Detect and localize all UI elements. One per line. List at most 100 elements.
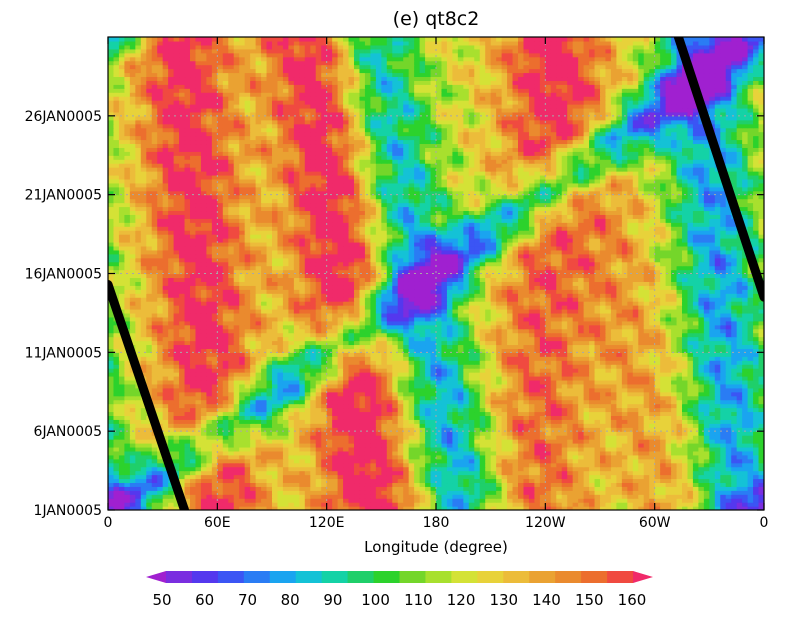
heatmap-cell — [698, 415, 705, 420]
heatmap-cell — [195, 474, 202, 480]
heatmap-cell — [364, 442, 371, 448]
heatmap-cell — [222, 375, 229, 381]
heatmap-cell — [474, 490, 481, 495]
heatmap-cell — [583, 454, 590, 460]
heatmap-cell — [370, 383, 377, 389]
heatmap-cell — [556, 482, 563, 487]
heatmap-cell — [425, 462, 432, 468]
heatmap-cell — [239, 360, 246, 365]
heatmap-cell — [441, 498, 448, 503]
heatmap-cell — [282, 427, 289, 432]
heatmap-cell — [244, 403, 251, 409]
heatmap-cell — [272, 415, 279, 420]
heatmap-cell — [135, 466, 142, 472]
heatmap-cell — [299, 375, 306, 381]
heatmap-cell — [425, 399, 432, 405]
heatmap-cell — [255, 435, 262, 440]
heatmap-cell — [485, 435, 492, 440]
heatmap-cell — [304, 368, 311, 373]
heatmap-cell — [408, 387, 415, 393]
heatmap-cell — [452, 446, 459, 452]
heatmap-cell — [375, 419, 382, 424]
heatmap-cell — [113, 423, 120, 428]
heatmap-cell — [293, 439, 300, 444]
heatmap-cell — [425, 435, 432, 440]
heatmap-cell — [168, 395, 175, 401]
heatmap-cell — [589, 442, 596, 448]
heatmap-cell — [392, 450, 399, 456]
heatmap-cell — [714, 498, 721, 503]
heatmap-cell — [747, 356, 754, 361]
heatmap-cell — [714, 407, 721, 413]
heatmap-cell — [583, 399, 590, 405]
heatmap-cell — [222, 482, 229, 487]
heatmap-cell — [310, 383, 317, 389]
heatmap-cell — [496, 439, 503, 444]
heatmap-cell — [457, 419, 464, 424]
heatmap-cell — [206, 470, 213, 476]
heatmap-cell — [720, 431, 727, 436]
heatmap-cell — [753, 387, 760, 393]
heatmap-cell — [272, 372, 279, 377]
heatmap-cell — [463, 387, 470, 393]
heatmap-cell — [632, 364, 639, 369]
heatmap-cell — [665, 375, 672, 381]
heatmap-cell — [113, 506, 120, 510]
heatmap-cell — [381, 435, 388, 440]
heatmap-cell — [567, 383, 574, 389]
heatmap-cell — [135, 498, 142, 503]
heatmap-cell — [692, 352, 699, 357]
heatmap-cell — [441, 486, 448, 491]
heatmap-cell — [310, 379, 317, 385]
heatmap-cell — [731, 474, 738, 480]
heatmap-cell — [162, 411, 169, 416]
heatmap-cell — [725, 458, 732, 464]
heatmap-cell — [348, 356, 355, 361]
heatmap-cell — [392, 403, 399, 409]
heatmap-cell — [643, 348, 650, 353]
heatmap-cell — [649, 403, 656, 409]
heatmap-cell — [665, 368, 672, 373]
heatmap-cell — [758, 506, 764, 510]
heatmap-cell — [485, 352, 492, 357]
heatmap-cell — [627, 474, 634, 480]
heatmap-cell — [567, 474, 574, 480]
heatmap-cell — [649, 439, 656, 444]
heatmap-cell — [556, 403, 563, 409]
heatmap-cell — [419, 348, 426, 353]
heatmap-cell — [321, 348, 328, 353]
heatmap-cell — [703, 407, 710, 413]
heatmap-cell — [698, 474, 705, 480]
heatmap-cell — [616, 423, 623, 428]
heatmap-cell — [261, 423, 268, 428]
heatmap-cell — [703, 348, 710, 353]
heatmap-cell — [698, 399, 705, 405]
heatmap-cell — [753, 352, 760, 357]
heatmap-cell — [649, 482, 656, 487]
heatmap-cell — [168, 360, 175, 365]
heatmap-cell — [512, 446, 519, 452]
heatmap-cell — [589, 490, 596, 495]
heatmap-cell — [649, 490, 656, 495]
heatmap-cell — [386, 454, 393, 460]
heatmap-cell — [359, 439, 366, 444]
heatmap-cell — [315, 399, 322, 405]
heatmap-cell — [425, 458, 432, 464]
heatmap-cell — [665, 478, 672, 484]
heatmap-cell — [605, 399, 612, 405]
heatmap-cell — [354, 466, 361, 472]
heatmap-cell — [288, 415, 295, 420]
heatmap-cell — [228, 442, 235, 448]
heatmap-cell — [200, 348, 207, 353]
heatmap-cell — [600, 458, 607, 464]
heatmap-cell — [539, 375, 546, 381]
heatmap-cell — [359, 364, 366, 369]
heatmap-cell — [403, 399, 410, 405]
heatmap-cell — [118, 344, 125, 349]
heatmap-cell — [375, 395, 382, 401]
heatmap-cell — [168, 348, 175, 353]
heatmap-cell — [567, 482, 574, 487]
heatmap-cell — [731, 450, 738, 456]
heatmap-cell — [157, 494, 164, 499]
heatmap-cell — [578, 379, 585, 385]
